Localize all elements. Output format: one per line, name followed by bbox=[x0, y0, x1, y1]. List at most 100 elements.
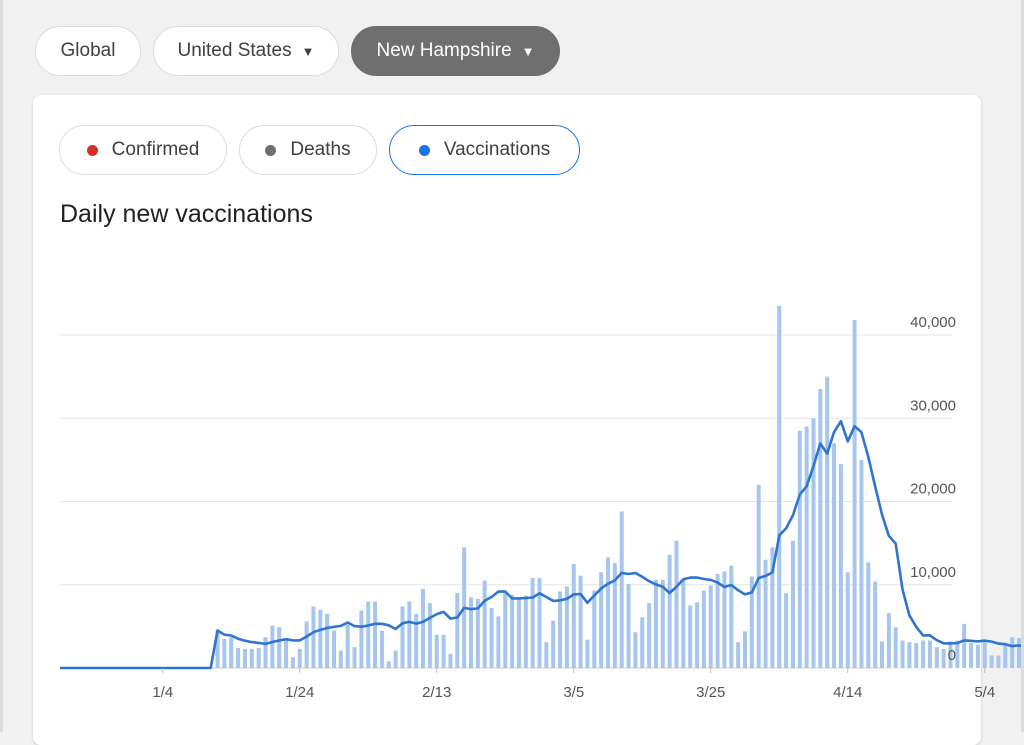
daily-bar bbox=[853, 320, 857, 668]
daily-bar bbox=[688, 606, 692, 668]
daily-bar bbox=[394, 651, 398, 668]
daily-bar bbox=[942, 649, 946, 668]
daily-bar bbox=[544, 642, 548, 668]
daily-bar bbox=[332, 631, 336, 668]
y-tick-label: 0 bbox=[948, 647, 956, 664]
daily-bar bbox=[675, 541, 679, 668]
daily-bar bbox=[921, 641, 925, 668]
daily-bar bbox=[894, 627, 898, 668]
daily-bar bbox=[325, 614, 329, 668]
daily-bar bbox=[990, 656, 994, 668]
daily-bar bbox=[359, 611, 363, 668]
daily-bar bbox=[681, 580, 685, 668]
daily-bar bbox=[428, 603, 432, 668]
daily-bar bbox=[866, 562, 870, 668]
daily-bar bbox=[579, 576, 583, 668]
daily-bar bbox=[448, 654, 452, 668]
moving-average-path bbox=[60, 421, 1024, 668]
daily-bar bbox=[1003, 645, 1007, 668]
daily-bar bbox=[298, 649, 302, 668]
daily-bar bbox=[798, 431, 802, 668]
daily-bar bbox=[503, 593, 507, 668]
daily-bar bbox=[935, 647, 939, 668]
daily-bar bbox=[907, 642, 911, 668]
daily-bar bbox=[695, 602, 699, 668]
daily-bar bbox=[702, 591, 706, 668]
daily-bar bbox=[236, 648, 240, 668]
x-tick-label: 1/24 bbox=[285, 684, 314, 701]
daily-bar bbox=[805, 427, 809, 668]
daily-bar bbox=[264, 637, 268, 668]
daily-bar bbox=[305, 621, 309, 668]
daily-bar bbox=[976, 645, 980, 668]
y-tick-label: 30,000 bbox=[910, 397, 956, 414]
daily-bar bbox=[736, 642, 740, 668]
daily-bar bbox=[606, 557, 610, 668]
daily-bar bbox=[517, 597, 521, 668]
x-tick-label: 1/4 bbox=[152, 684, 173, 701]
daily-bar bbox=[311, 606, 315, 668]
daily-bar bbox=[339, 651, 343, 668]
daily-bar bbox=[387, 661, 391, 668]
daily-bar bbox=[620, 511, 624, 668]
daily-bar bbox=[551, 621, 555, 668]
daily-bar bbox=[524, 596, 528, 668]
daily-bar bbox=[373, 601, 377, 668]
daily-bar bbox=[859, 460, 863, 668]
daily-bar bbox=[366, 601, 370, 668]
daily-bar bbox=[496, 616, 500, 668]
daily-bar bbox=[812, 418, 816, 668]
daily-bar bbox=[969, 643, 973, 668]
x-axis-labels: 1/4 1/24 2/13 3/5 3/25 4/14 5/4 bbox=[152, 668, 995, 701]
x-tick-label: 5/4 bbox=[974, 684, 995, 701]
daily-bar bbox=[380, 631, 384, 668]
daily-bar bbox=[983, 642, 987, 668]
daily-bar bbox=[558, 591, 562, 668]
daily-bar bbox=[996, 656, 1000, 668]
daily-bar bbox=[716, 574, 720, 668]
daily-bar bbox=[318, 610, 322, 668]
x-tick-label: 4/14 bbox=[833, 684, 862, 701]
daily-bar bbox=[229, 637, 233, 668]
daily-bar bbox=[880, 641, 884, 668]
daily-bar bbox=[818, 389, 822, 668]
daily-bar bbox=[729, 566, 733, 668]
daily-bar bbox=[455, 593, 459, 668]
daily-bar bbox=[832, 443, 836, 668]
daily-bar bbox=[490, 608, 494, 668]
daily-bar bbox=[784, 593, 788, 668]
daily-bar bbox=[914, 643, 918, 668]
daily-bar bbox=[627, 584, 631, 668]
x-tick-label: 3/25 bbox=[696, 684, 725, 701]
daily-bar bbox=[421, 589, 425, 668]
daily-bar bbox=[777, 306, 781, 668]
bars bbox=[216, 306, 1024, 668]
daily-bar bbox=[483, 581, 487, 668]
daily-bar bbox=[962, 624, 966, 668]
daily-bar bbox=[407, 601, 411, 668]
daily-bar bbox=[633, 632, 637, 668]
daily-bar bbox=[510, 595, 514, 668]
daily-bar bbox=[585, 640, 589, 668]
daily-bar bbox=[435, 635, 439, 668]
daily-bar bbox=[257, 648, 261, 668]
daily-bar bbox=[709, 586, 713, 668]
daily-bar bbox=[743, 631, 747, 668]
daily-bar bbox=[277, 627, 281, 668]
daily-bar bbox=[647, 603, 651, 668]
daily-bar bbox=[1010, 637, 1014, 668]
moving-average-line bbox=[60, 421, 1024, 668]
daily-bar bbox=[873, 581, 877, 668]
daily-bar bbox=[442, 635, 446, 668]
daily-bar bbox=[538, 578, 542, 668]
daily-bar bbox=[791, 541, 795, 668]
x-tick-label: 2/13 bbox=[422, 684, 451, 701]
daily-bar bbox=[222, 639, 226, 668]
x-tick-label: 3/5 bbox=[563, 684, 584, 701]
y-tick-label: 20,000 bbox=[910, 481, 956, 498]
daily-bar bbox=[846, 572, 850, 668]
daily-bar bbox=[353, 647, 357, 668]
daily-bar bbox=[284, 639, 288, 668]
